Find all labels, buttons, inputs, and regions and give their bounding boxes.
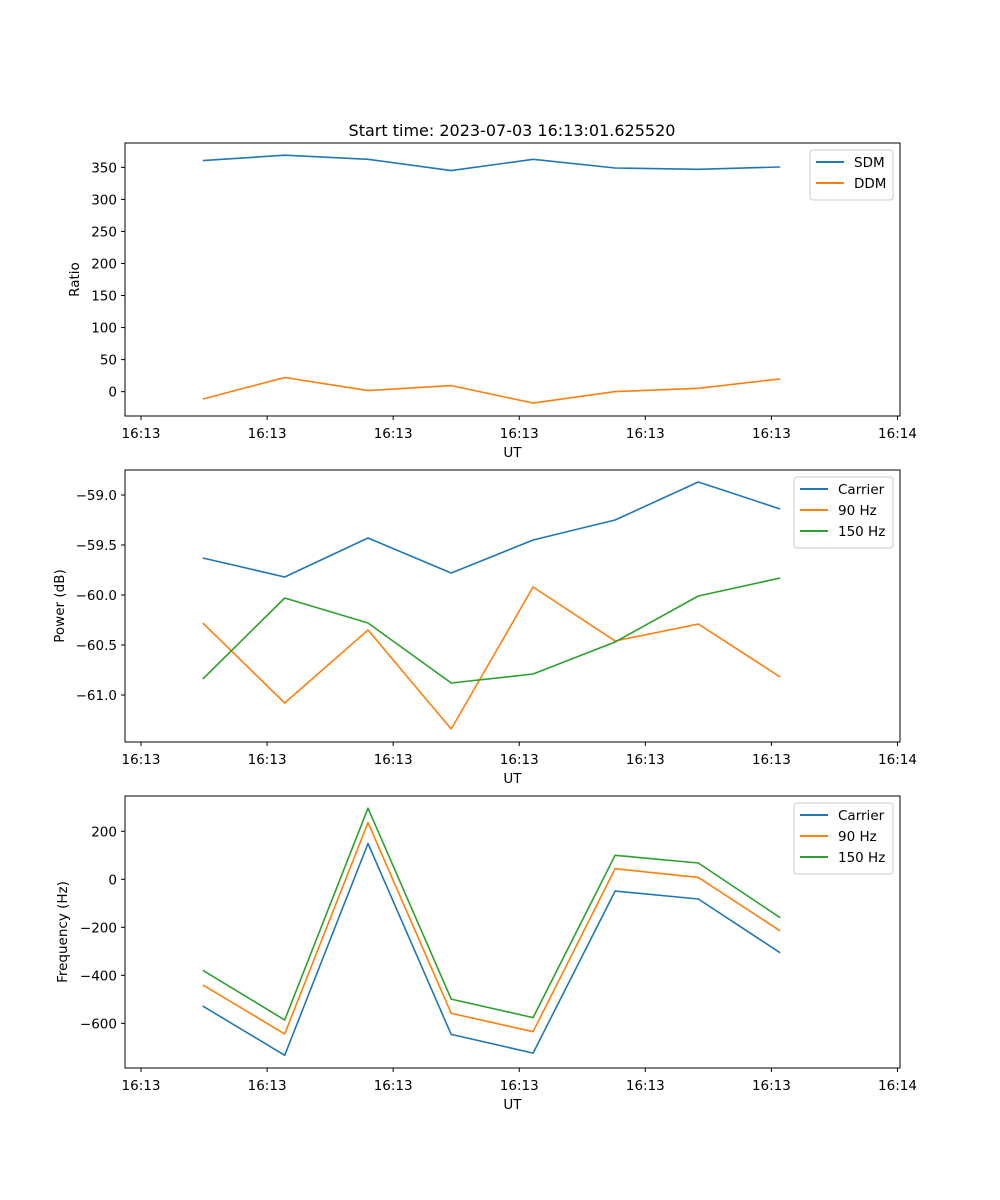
legend-label: Carrier — [838, 482, 885, 498]
y-tick-label: −59.5 — [76, 538, 117, 554]
series-line-sdm — [202, 154, 781, 172]
x-axis-label: UT — [503, 771, 522, 787]
x-tick-label: 16:13 — [248, 1078, 287, 1094]
y-axis-label: Ratio — [67, 262, 83, 297]
legend-label: 150 Hz — [838, 850, 885, 866]
axes-frame — [124, 469, 901, 743]
y-tick-label: −200 — [80, 920, 117, 936]
series-line-90-hz — [202, 821, 781, 1035]
x-tick-label: 16:13 — [374, 752, 413, 768]
series-line-carrier — [202, 481, 781, 578]
subplot-2: 16:13 16:13 16:13 16:13 16:13 16:13 16:14 −61.0… — [52, 469, 917, 787]
y-tick-label: −400 — [80, 968, 117, 984]
x-tick-label: 16:13 — [374, 426, 413, 442]
y-tick-label: −60.0 — [76, 588, 117, 604]
x-tick-label: 16:13 — [500, 1078, 539, 1094]
x-tick-label: 16:13 — [248, 426, 287, 442]
x-tick-label: 16:13 — [374, 1078, 413, 1094]
y-tick-label: 200 — [91, 256, 117, 272]
axes-frame — [124, 795, 901, 1069]
x-tick-label: 16:13 — [500, 426, 539, 442]
x-axis-label: UT — [503, 1097, 522, 1113]
y-tick-label: 0 — [108, 385, 117, 401]
y-axis-label: Frequency (Hz) — [55, 881, 71, 983]
x-tick-label: 16:13 — [752, 426, 791, 442]
x-tick-label: 16:13 — [122, 1078, 161, 1094]
y-tick-label: −60.5 — [76, 638, 117, 654]
y-tick-label: 300 — [91, 192, 117, 208]
legend-label: DDM — [854, 176, 886, 192]
y-tick-label: 150 — [91, 289, 117, 305]
series-line-ddm — [202, 376, 781, 404]
subplot-3: 16:13 16:13 16:13 16:13 16:13 16:13 16:14 −600 −… — [55, 795, 917, 1113]
x-tick-label: 16:13 — [752, 752, 791, 768]
x-tick-label: 16:13 — [122, 752, 161, 768]
axes-frame — [124, 142, 901, 417]
y-tick-label: 0 — [108, 872, 117, 888]
legend-label: Carrier — [838, 808, 885, 824]
x-tick-label: 16:13 — [626, 426, 665, 442]
legend-label: 150 Hz — [838, 524, 885, 540]
series-line-90-hz — [202, 586, 781, 730]
x-axis-label: UT — [503, 445, 522, 461]
legend: Carrier 90 Hz 150 Hz — [793, 802, 894, 875]
x-tick-label: 16:13 — [248, 752, 287, 768]
legend-label: 90 Hz — [838, 829, 877, 845]
y-tick-label: −59.0 — [76, 488, 117, 504]
legend: SDM DDM — [809, 149, 894, 201]
figure-title: Start time: 2023-07-03 16:13:01.625520 — [349, 121, 676, 140]
x-tick-label: 16:14 — [878, 752, 917, 768]
y-axis-label: Power (dB) — [52, 569, 68, 642]
y-tick-label: 250 — [91, 224, 117, 240]
y-tick-label: 50 — [100, 353, 117, 369]
x-tick-label: 16:13 — [626, 1078, 665, 1094]
x-tick-label: 16:13 — [626, 752, 665, 768]
x-tick-label: 16:13 — [752, 1078, 791, 1094]
x-tick-label: 16:14 — [878, 1078, 917, 1094]
y-tick-label: 100 — [91, 321, 117, 337]
series-line-150-hz — [202, 807, 781, 1021]
x-tick-label: 16:13 — [122, 426, 161, 442]
legend-label: 90 Hz — [838, 503, 877, 519]
legend-label: SDM — [854, 155, 885, 171]
x-tick-label: 16:13 — [500, 752, 539, 768]
series-line-carrier — [202, 842, 781, 1057]
legend: Carrier 90 Hz 150 Hz — [793, 476, 894, 549]
y-tick-label: 200 — [91, 824, 117, 840]
y-tick-label: −600 — [80, 1016, 117, 1032]
y-tick-label: −61.0 — [76, 688, 117, 704]
series-line-150-hz — [202, 577, 781, 684]
x-tick-label: 16:14 — [878, 426, 917, 442]
y-tick-label: 350 — [91, 160, 117, 176]
subplot-1: 16:13 16:13 16:13 16:13 16:13 16:13 16:14 0 50 10… — [67, 142, 917, 461]
